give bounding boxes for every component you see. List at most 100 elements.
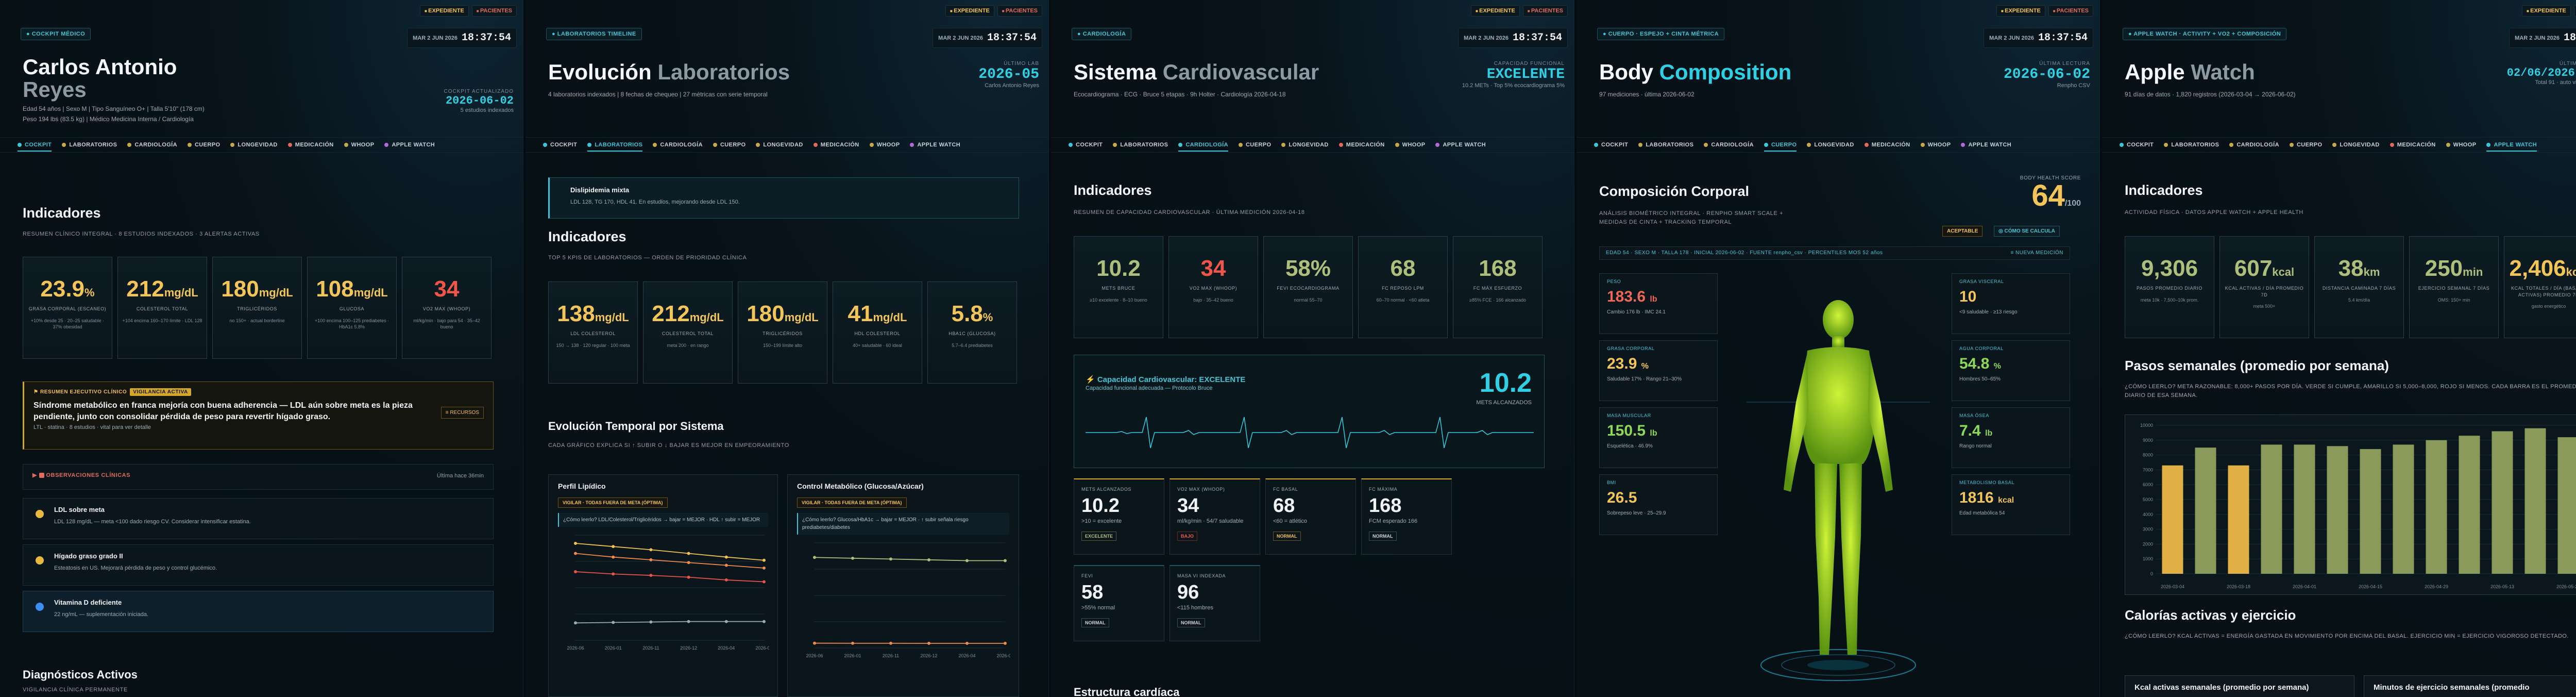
observations-header[interactable]: ▶ OBSERVACIONES CLÍNICAS Última hace 36m…	[23, 464, 494, 490]
tab-apple-watch[interactable]: APPLE WATCH	[384, 142, 435, 148]
tab-medicaci-n[interactable]: MEDICACIÓN	[2389, 142, 2436, 148]
kpi-value: 5.8%	[932, 303, 1012, 325]
tab-cockpit[interactable]: COCKPIT	[1069, 142, 1103, 148]
tab-cockpit[interactable]: COCKPIT	[18, 142, 52, 152]
tab-whoop[interactable]: WHOOP	[2446, 142, 2477, 148]
tab-cardiolog-a[interactable]: CARDIOLOGÍA	[653, 142, 703, 148]
metric-unit: FCM esperado 166	[1369, 518, 1418, 524]
cardio-meta: CAPACIDAD FUNCIONAL EXCELENTE 10.2 METs …	[1462, 61, 1565, 89]
tab-laboratorios[interactable]: LABORATORIOS	[62, 142, 117, 148]
tab-apple-watch[interactable]: APPLE WATCH	[2486, 142, 2537, 152]
meta-note: Renpho CSV	[2057, 82, 2090, 89]
body-metric-number: 10	[1959, 288, 1977, 305]
x-tick-label: 2026-01	[605, 645, 622, 651]
tab-cockpit[interactable]: COCKPIT	[2120, 142, 2154, 148]
tab-whoop[interactable]: WHOOP	[1920, 142, 1951, 148]
meta-value: 2026-06-02	[445, 94, 514, 107]
body-metric-card: MASA ÓSEA 7.4 lb Rango normal	[1952, 407, 2070, 468]
body-metric-label: BMI	[1607, 480, 1616, 485]
expediente-button[interactable]: EXPEDIENTE	[1996, 5, 2045, 16]
tab-medicaci-n[interactable]: MEDICACIÓN	[813, 142, 859, 148]
tab-label: CUERPO	[1771, 142, 1797, 148]
title-part-1: Sistema	[1074, 60, 1157, 84]
observation-item[interactable]: Hígado graso grado II Esteatosis en US. M…	[23, 544, 494, 586]
pacientes-button[interactable]: PACIENTES	[1522, 5, 1568, 16]
kpi-label: HDL COLESTEROL	[854, 331, 901, 336]
expediente-button[interactable]: EXPEDIENTE	[1471, 5, 1520, 16]
tab-cockpit[interactable]: COCKPIT	[1594, 142, 1628, 148]
tab-laboratorios[interactable]: LABORATORIOS	[587, 142, 643, 152]
tab-label: APPLE WATCH	[1443, 142, 1486, 148]
how-calculated-button[interactable]: ◎ CÓMO SE CALCULA	[1994, 226, 2060, 237]
tab-cuerpo[interactable]: CUERPO	[2289, 142, 2322, 148]
kpi-label: TRIGLICÉRIDOS	[237, 306, 277, 311]
kpi-card: 9,306 PASOS PROMEDIO DIARIO meta 10k · 7,5…	[2125, 236, 2214, 338]
body-metric-number: 183.6	[1607, 288, 1646, 305]
tab-label: MEDICACIÓN	[295, 142, 334, 148]
pacientes-button[interactable]: PACIENTES	[471, 5, 517, 16]
tab-laboratorios[interactable]: LABORATORIOS	[1113, 142, 1168, 148]
body-metric-unit: kcal	[1998, 496, 2014, 505]
expediente-button[interactable]: EXPEDIENTE	[2522, 5, 2571, 16]
tab-medicaci-n[interactable]: MEDICACIÓN	[1338, 142, 1385, 148]
tab-whoop[interactable]: WHOOP	[1395, 142, 1426, 148]
tab-bar: COCKPIT LABORATORIOS CARDIOLOGÍA CUERPO LONG…	[0, 137, 523, 153]
tab-cuerpo[interactable]: CUERPO	[187, 142, 220, 148]
metric-value: 58	[1081, 582, 1104, 603]
tab-whoop[interactable]: WHOOP	[869, 142, 900, 148]
bar	[2294, 444, 2315, 574]
tab-apple-watch[interactable]: APPLE WATCH	[910, 142, 960, 148]
kpi-number: 607	[2234, 256, 2273, 281]
tab-whoop[interactable]: WHOOP	[344, 142, 375, 148]
tab-cuerpo[interactable]: CUERPO	[713, 142, 745, 148]
top-actions: EXPEDIENTE PACIENTES	[1471, 5, 1568, 16]
x-tick-label: 2026-04	[958, 653, 975, 658]
kpi-card: 38km DISTANCIA CAMINADA 7 DÍAS 5.4 km/día	[2314, 236, 2404, 338]
tab-label: CUERPO	[1245, 142, 1272, 148]
tab-cuerpo[interactable]: CUERPO	[1238, 142, 1272, 148]
kpi-number: 58%	[1285, 256, 1331, 281]
tab-apple-watch[interactable]: APPLE WATCH	[1961, 142, 2011, 148]
kpi-number: 38	[2338, 256, 2364, 281]
tab-cardiolog-a[interactable]: CARDIOLOGÍA	[1704, 142, 1754, 148]
kpi-detail: meta 10k · 7,500–10k prom.	[2140, 297, 2199, 303]
chart-how-to-read: ¿Cómo leerlo? Glucosa/HbA1c → bajar = ME…	[797, 513, 1009, 535]
tab-apple-watch[interactable]: APPLE WATCH	[1435, 142, 1486, 148]
tab-laboratorios[interactable]: LABORATORIOS	[2164, 142, 2219, 148]
tab-medicaci-n[interactable]: MEDICACIÓN	[1864, 142, 1910, 148]
body-metric-detail: Saludable 17% · Rango 21–30%	[1607, 376, 1682, 382]
tab-medicaci-n[interactable]: MEDICACIÓN	[287, 142, 334, 148]
pacientes-button[interactable]: PACIENTES	[2048, 5, 2093, 16]
tab-label: COCKPIT	[550, 142, 578, 148]
tab-longevidad[interactable]: LONGEVIDAD	[756, 142, 803, 148]
metric-label: MASA VI INDEXADA	[1177, 573, 1226, 578]
summary-heading: ⚑ RESUMEN EJECUTIVO CLÍNICO VIGILANCIA AC…	[33, 388, 484, 396]
metric-status-badge: NORMAL	[1273, 532, 1301, 541]
observation-item[interactable]: LDL sobre meta LDL 128 mg/dL — meta <100 …	[23, 498, 494, 539]
body-meta: ÚLTIMA LECTURA 2026-06-02 Renpho CSV	[2004, 61, 2090, 89]
resources-button[interactable]: ≡ RECURSOS	[440, 407, 484, 419]
tab-cockpit[interactable]: COCKPIT	[543, 142, 577, 148]
tab-cuerpo[interactable]: CUERPO	[1764, 142, 1797, 152]
tab-cardiolog-a[interactable]: CARDIOLOGÍA	[127, 142, 177, 148]
tab-cardiolog-a[interactable]: CARDIOLOGÍA	[1178, 142, 1228, 152]
tab-longevidad[interactable]: LONGEVIDAD	[2332, 142, 2379, 148]
tab-longevidad[interactable]: LONGEVIDAD	[1281, 142, 1328, 148]
tab-cardiolog-a[interactable]: CARDIOLOGÍA	[2229, 142, 2279, 148]
watch-meta: ÚLTIMA INGESTIÓN 02/06/2026 10:12 Total …	[2507, 61, 2576, 86]
expediente-button[interactable]: EXPEDIENTE	[420, 5, 469, 16]
tab-longevidad[interactable]: LONGEVIDAD	[1807, 142, 1854, 148]
tab-laboratorios[interactable]: LABORATORIOS	[1638, 142, 1693, 148]
kpi-number: 212	[652, 301, 690, 326]
pacientes-button[interactable]: PACIENTES	[997, 5, 1042, 16]
tab-label: CARDIOLOGÍA	[134, 142, 177, 148]
pacientes-button[interactable]: PACIENTES	[2573, 5, 2576, 16]
observation-item[interactable]: Vitamina D deficiente 22 ng/mL — suplemen…	[23, 591, 494, 632]
meta-note: 5 estudios indexados	[460, 107, 514, 113]
metric-card: VO2 MAX (WHOOP) 34 ml/kg/min · 54/7 saluda…	[1170, 478, 1260, 555]
expediente-button[interactable]: EXPEDIENTE	[945, 5, 994, 16]
tab-longevidad[interactable]: LONGEVIDAD	[230, 142, 277, 148]
new-measurement-button[interactable]: ≡ NUEVA MEDICIÓN	[2010, 250, 2063, 256]
